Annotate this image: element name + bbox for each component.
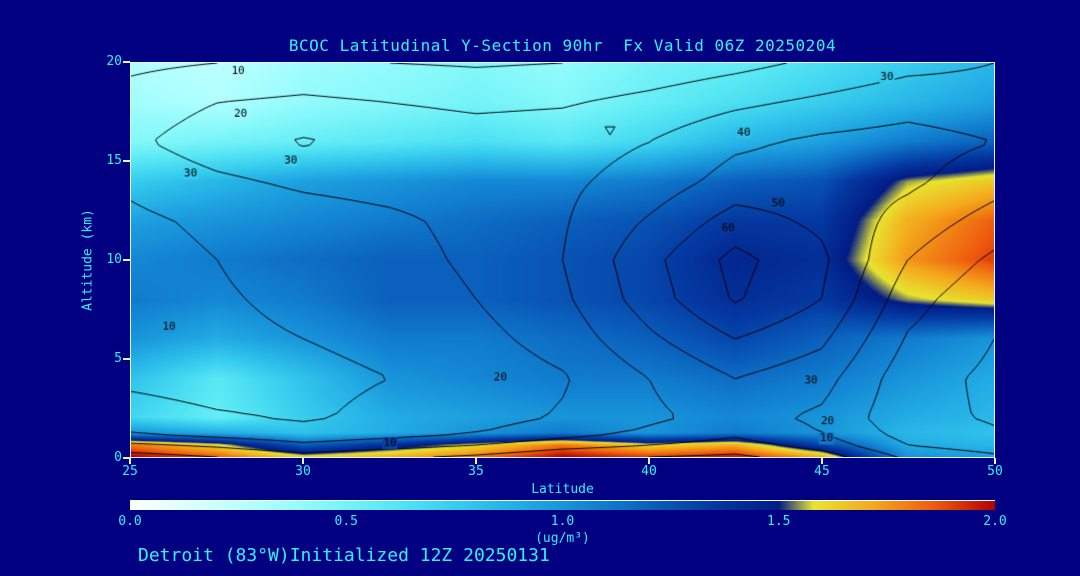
x-tick-mark: [302, 458, 304, 464]
y-axis-label: Altitude (km): [80, 209, 96, 311]
footer-text: Detroit (83°W)Initialized 12Z 20250131: [138, 545, 550, 566]
contour-plot-canvas: [131, 63, 994, 457]
y-tick-label: 5: [114, 351, 122, 366]
x-tick-label: 50: [987, 464, 1003, 479]
x-tick-label: 40: [641, 464, 657, 479]
x-tick-mark: [821, 458, 823, 464]
x-tick-label: 30: [295, 464, 311, 479]
colorbar-gradient: [130, 500, 995, 510]
y-tick-label: 10: [106, 252, 122, 267]
colorbar-units: (ug/m³): [535, 531, 590, 546]
x-tick-mark: [994, 458, 996, 464]
chart-title: BCOC Latitudinal Y-Section 90hr Fx Valid…: [288, 36, 837, 55]
y-tick-mark: [123, 457, 130, 459]
y-tick-label: 0: [114, 450, 122, 465]
plot-area: [130, 62, 995, 458]
y-tick-mark: [123, 61, 130, 63]
colorbar-tick-label: 1.0: [550, 514, 575, 529]
colorbar-tick-label: 2.0: [983, 514, 1007, 529]
x-tick-mark: [475, 458, 477, 464]
x-tick-mark: [648, 458, 650, 464]
y-tick-label: 20: [106, 54, 122, 69]
colorbar-tick-label: 0.5: [334, 514, 358, 529]
x-axis-label: Latitude: [531, 482, 594, 497]
x-tick-label: 35: [468, 464, 484, 479]
y-tick-label: 15: [106, 153, 122, 168]
x-tick-mark: [129, 458, 131, 464]
y-tick-mark: [123, 259, 130, 261]
x-tick-label: 25: [122, 464, 138, 479]
y-tick-mark: [123, 358, 130, 360]
colorbar-tick-label: 0.0: [118, 514, 142, 529]
x-tick-label: 45: [814, 464, 830, 479]
y-tick-mark: [123, 160, 130, 162]
colorbar-tick-label: 1.5: [767, 514, 791, 529]
